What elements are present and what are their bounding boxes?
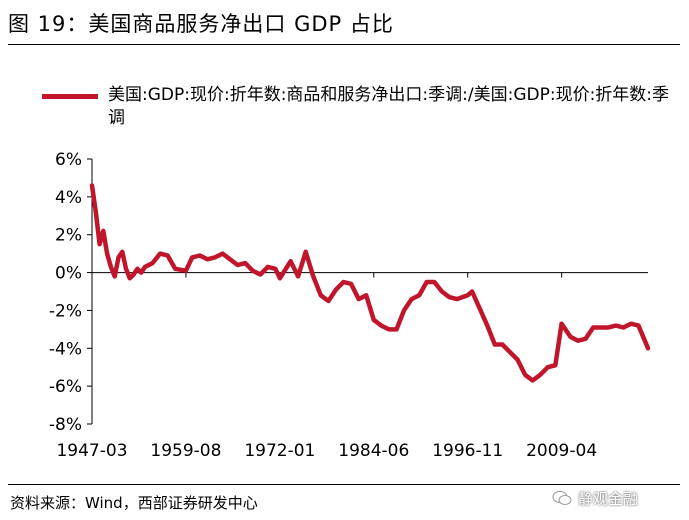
y-tick-label: 6% bbox=[55, 150, 82, 170]
figure-title: 图 19：美国商品服务净出口 GDP 占比 bbox=[8, 12, 394, 36]
title-divider bbox=[8, 44, 680, 45]
x-tick-label: 1947-03 bbox=[56, 441, 127, 461]
watermark: 静观金融 bbox=[578, 490, 639, 508]
y-tick-label: 0% bbox=[55, 264, 82, 284]
y-tick-label: -2% bbox=[49, 301, 82, 321]
source-note: 资料来源：Wind，西部证券研发中心 bbox=[10, 494, 258, 512]
y-axis: 6% 4% 2% 0% -2% -4% -6% -8% bbox=[49, 150, 93, 435]
legend-label: 美国:GDP:现价:折年数:商品和服务净出口:季调:/美国:GDP:现价:折年数… bbox=[108, 85, 670, 128]
chart-legend: 美国:GDP:现价:折年数:商品和服务净出口:季调:/美国:GDP:现价:折年数… bbox=[42, 84, 678, 130]
x-tick-label: 1996-11 bbox=[432, 441, 503, 461]
x-tick-label: 1984-06 bbox=[338, 441, 409, 461]
y-tick-label: 2% bbox=[55, 226, 82, 246]
y-tick-label: -4% bbox=[49, 339, 82, 359]
series-layer bbox=[89, 183, 651, 383]
y-tick-label: -8% bbox=[49, 415, 82, 435]
wechat-icon bbox=[552, 491, 572, 505]
x-tick-label: 1972-01 bbox=[244, 441, 315, 461]
legend-swatch bbox=[42, 94, 98, 99]
y-tick-label: 4% bbox=[55, 188, 82, 208]
x-axis: 1947-03 1959-08 1972-01 1984-06 1996-11 2009-… bbox=[56, 272, 648, 461]
x-tick-label: 1959-08 bbox=[150, 441, 221, 461]
series-line bbox=[89, 183, 651, 383]
y-tick-label: -6% bbox=[49, 377, 82, 397]
source-divider bbox=[8, 484, 680, 485]
x-tick-label: 2009-04 bbox=[526, 441, 597, 461]
